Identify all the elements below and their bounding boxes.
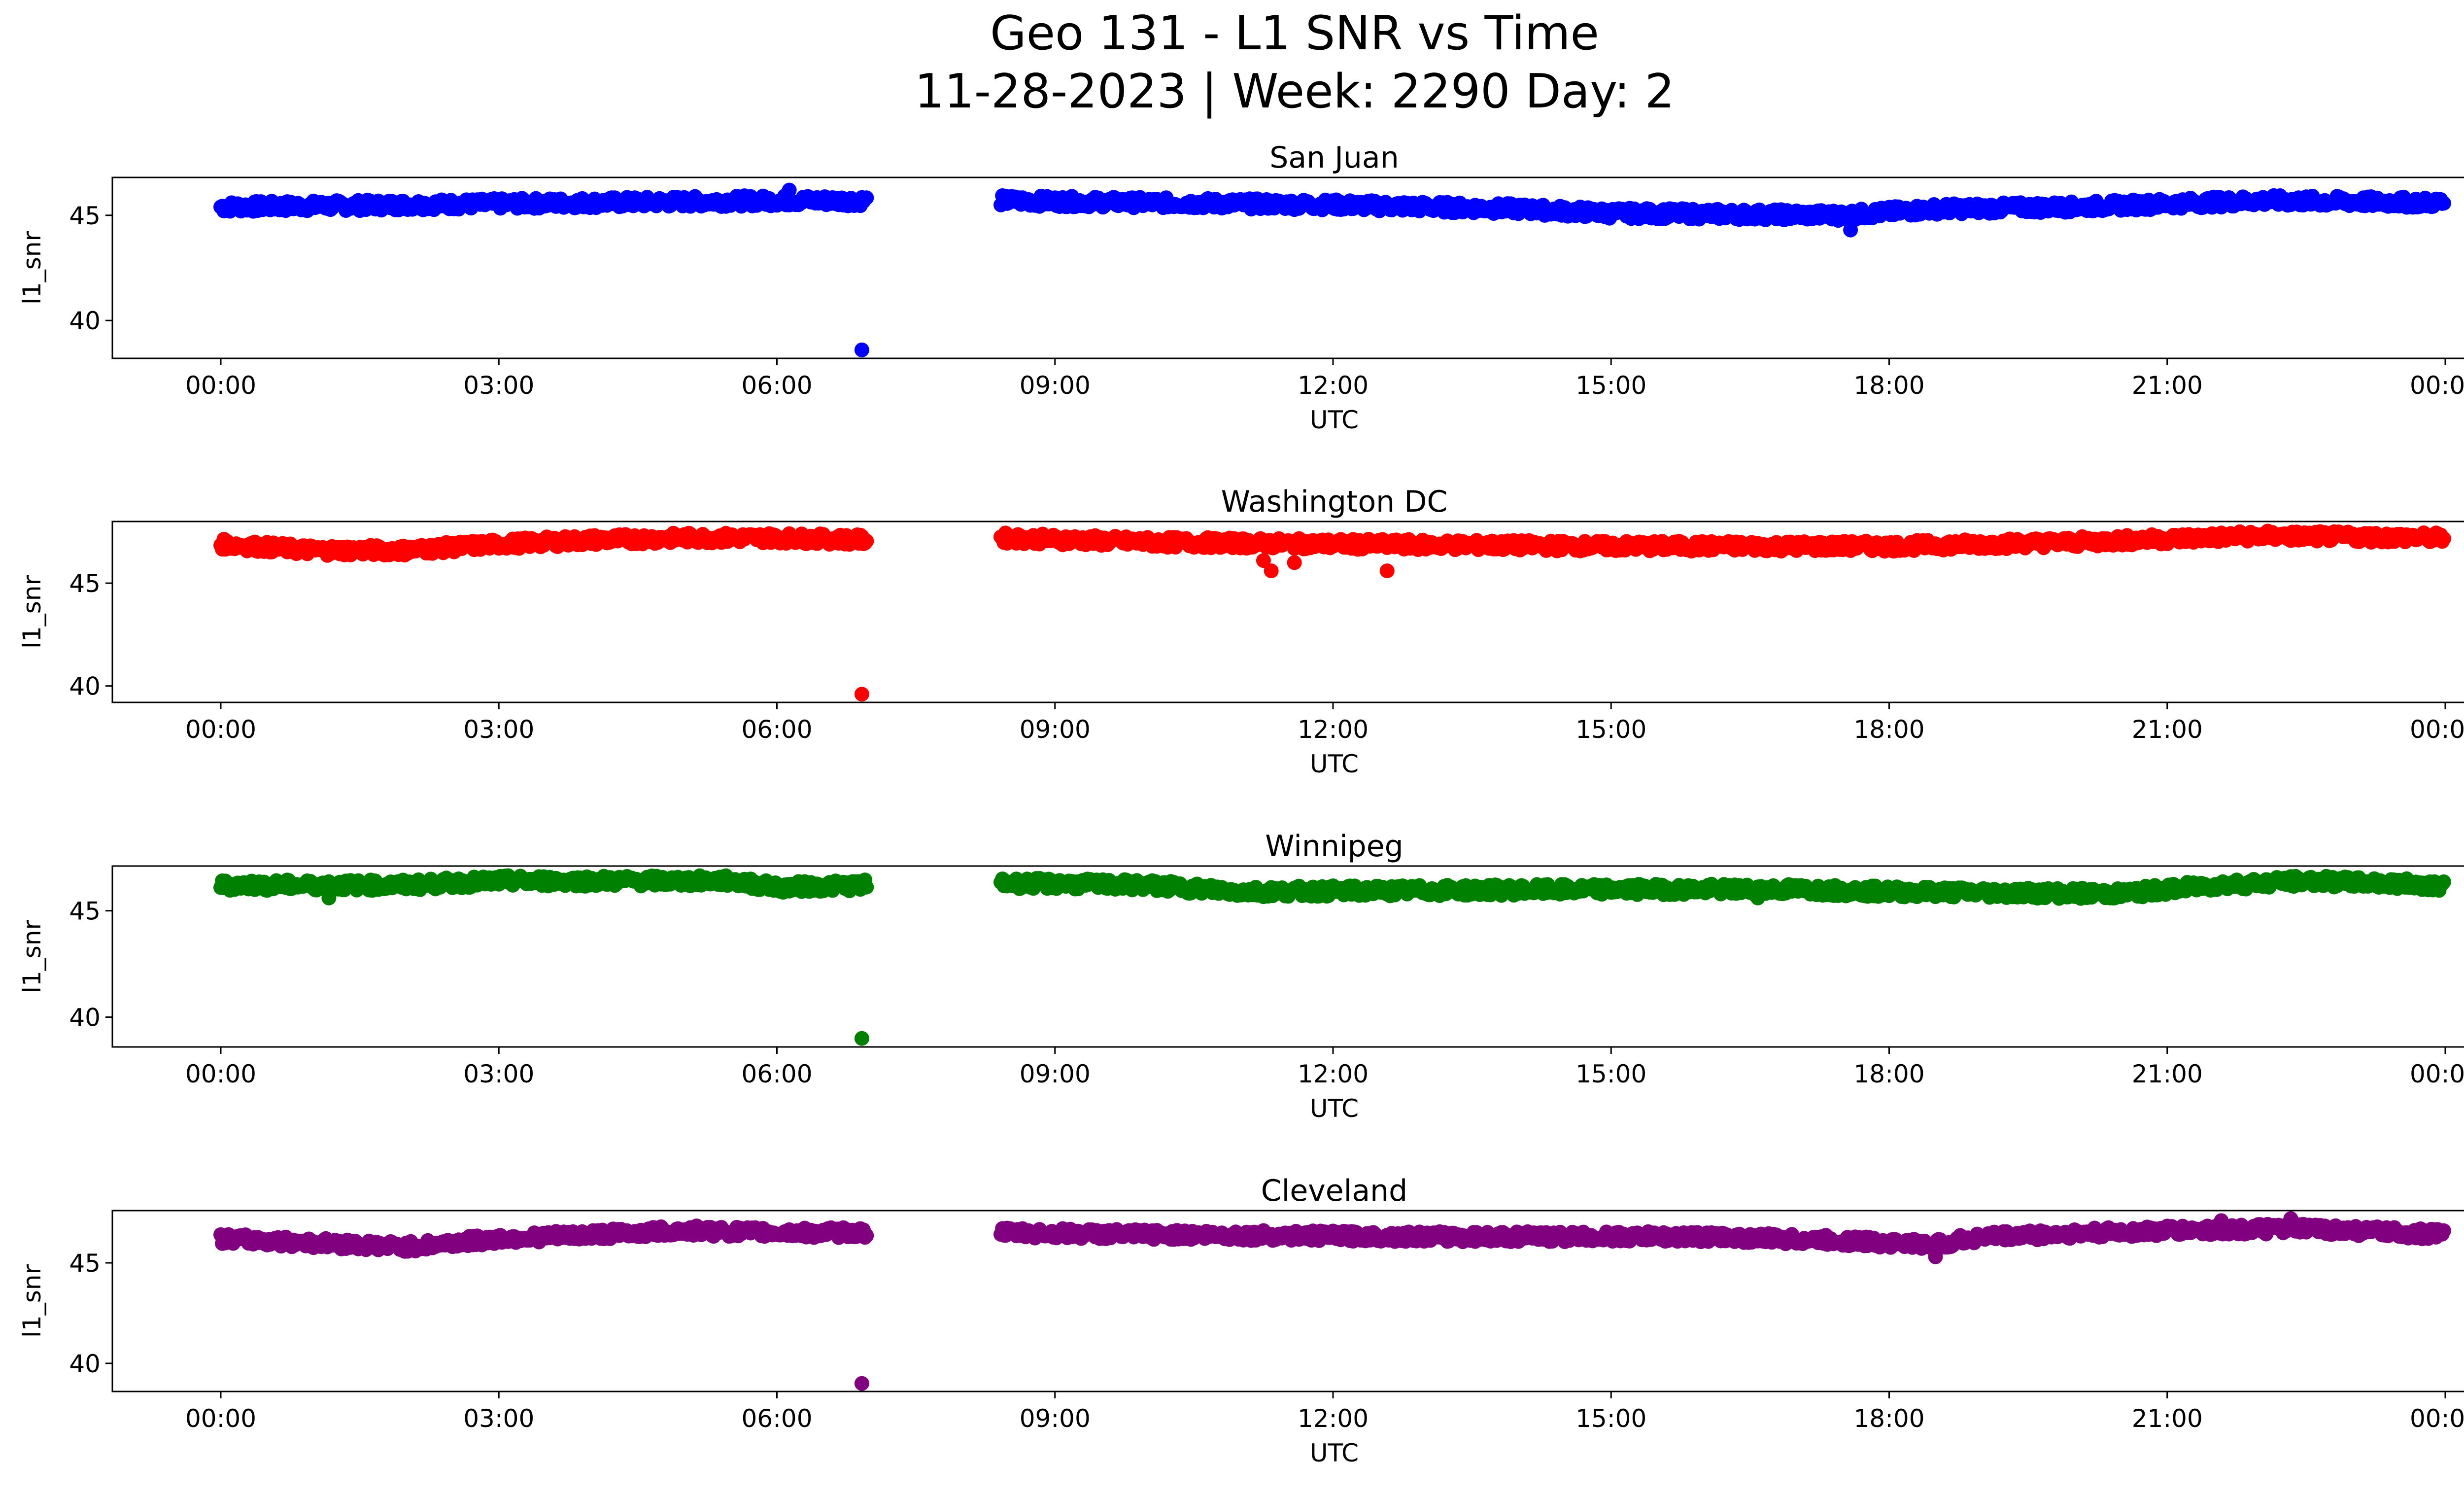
subplot-san-juan: San Juan 00:00 03:00 06:00 09:00 12:00 15:00 18… xyxy=(18,140,2464,434)
x-tick-label: 06:00 xyxy=(741,715,812,744)
x-tick-label: 03:00 xyxy=(463,715,534,744)
x-tick-label: 21:00 xyxy=(2132,715,2203,744)
subplot-winnipeg: Winnipeg 00:00 03:00 06:00 09:00 12:00 15:00 18… xyxy=(18,829,2464,1123)
x-tick-label: 06:00 xyxy=(741,1060,812,1088)
y-axis-label: l1_snr xyxy=(18,231,46,305)
series-points xyxy=(213,182,2451,357)
x-tick-label: 21:00 xyxy=(2132,371,2203,400)
x-tick-label: 09:00 xyxy=(1020,715,1091,744)
data-point xyxy=(2436,874,2451,889)
subplot-washington-dc: Washington DC 00:00 03:00 06:00 09:00 12:00 15… xyxy=(18,485,2464,778)
subplots: San Juan 00:00 03:00 06:00 09:00 12:00 15:00 18… xyxy=(18,140,2464,1467)
subplot-title: San Juan xyxy=(1269,140,1399,175)
x-tick-label: 18:00 xyxy=(1853,715,1924,744)
x-tick-label: 12:00 xyxy=(1298,715,1369,744)
x-tick-label: 12:00 xyxy=(1298,1060,1369,1088)
y-tick-label: 45 xyxy=(69,569,101,598)
outlier-point xyxy=(1750,890,1765,905)
data-point xyxy=(2436,531,2451,546)
data-point xyxy=(2436,196,2451,211)
x-tick-label: 00:00 xyxy=(185,371,256,400)
x-tick-label: 03:00 xyxy=(463,371,534,400)
y-tick-label: 45 xyxy=(69,897,101,926)
outlier-point xyxy=(1287,555,1302,570)
outlier-point xyxy=(1843,222,1858,238)
x-tick-label: 15:00 xyxy=(1575,371,1646,400)
y-tick-label: 40 xyxy=(69,672,101,701)
x-tick-label: 21:00 xyxy=(2132,1060,2203,1088)
series-points xyxy=(213,868,2451,1046)
y-tick-label: 40 xyxy=(69,1004,101,1032)
x-tick-label: 09:00 xyxy=(1020,1060,1091,1088)
x-tick-label: 00:00 xyxy=(2410,1060,2464,1088)
x-tick-label: 12:00 xyxy=(1298,371,1369,400)
figure-title-line1: Geo 131 - L1 SNR vs Time xyxy=(990,6,1599,61)
outlier-point xyxy=(854,342,869,357)
x-tick-label: 15:00 xyxy=(1575,1060,1646,1088)
series-points xyxy=(213,523,2451,702)
outlier-point xyxy=(1379,563,1395,579)
axes-frame xyxy=(111,521,2464,703)
x-tick-label: 09:00 xyxy=(1020,371,1091,400)
x-tick-label: 00:00 xyxy=(185,1060,256,1088)
data-point xyxy=(859,1228,874,1243)
x-tick-label: 15:00 xyxy=(1575,715,1646,744)
y-axis-label: l1_snr xyxy=(18,575,46,649)
y-axis-label: l1_snr xyxy=(18,920,46,993)
x-axis-label: UTC xyxy=(1310,1094,1359,1123)
outlier-point xyxy=(1256,553,1271,568)
y-tick-label: 45 xyxy=(69,202,101,230)
data-point xyxy=(859,190,874,206)
x-tick-label: 00:00 xyxy=(185,715,256,744)
outlier-point xyxy=(321,890,337,905)
x-tick-label: 18:00 xyxy=(1853,1060,1924,1088)
x-tick-label: 00:00 xyxy=(2410,371,2464,400)
x-tick-label: 00:00 xyxy=(2410,715,2464,744)
x-axis-label: UTC xyxy=(1310,406,1359,434)
outlier-point xyxy=(854,687,869,702)
subplot-title: Cleveland xyxy=(1261,1174,1407,1208)
data-point xyxy=(859,879,874,895)
y-tick-label: 40 xyxy=(69,307,101,335)
data-point xyxy=(859,533,874,549)
subplot-title: Winnipeg xyxy=(1265,829,1403,864)
outlier-point xyxy=(782,182,797,198)
outlier-point xyxy=(1264,563,1279,579)
outlier-point xyxy=(854,1031,869,1046)
x-axis-label: UTC xyxy=(1310,750,1359,778)
x-tick-label: 06:00 xyxy=(741,371,812,400)
figure-title-line2: 11-28-2023 | Week: 2290 Day: 2 xyxy=(915,65,1675,119)
axes-frame xyxy=(111,176,2464,359)
subplot-title: Washington DC xyxy=(1221,485,1448,519)
x-tick-label: 18:00 xyxy=(1853,371,1924,400)
x-tick-label: 03:00 xyxy=(463,1060,534,1088)
